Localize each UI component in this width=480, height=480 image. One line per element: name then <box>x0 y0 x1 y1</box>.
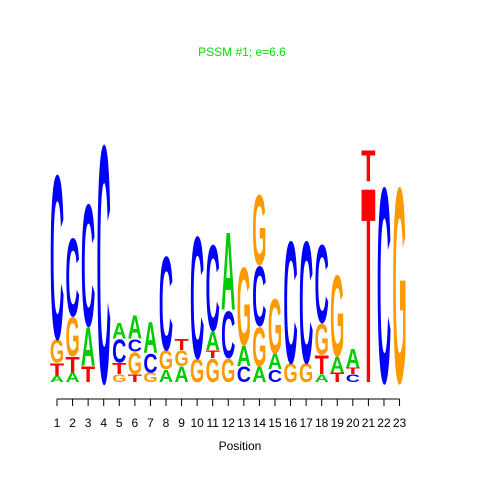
logo-letter-c: C <box>143 348 157 378</box>
logo-letter-c: C <box>206 219 220 357</box>
logo-letter-c: C <box>377 129 391 441</box>
logo-letter-a: A <box>174 363 188 387</box>
logo-letter-c: C <box>65 216 79 341</box>
logo-letter-t: T <box>81 361 95 386</box>
logo-letter-g: G <box>315 315 329 365</box>
x-tick-label: 5 <box>116 416 123 430</box>
chart-title: PSSM #1; e=6.6 <box>198 45 286 59</box>
logo-letter-t: T <box>206 347 220 360</box>
logo-letter-t: T <box>361 141 375 191</box>
x-tick-label: 18 <box>315 416 329 430</box>
logo-letter-a: A <box>143 314 157 363</box>
logo-letter-a: A <box>128 308 142 346</box>
logo-letter-c: C <box>159 229 173 379</box>
x-tick-label: 12 <box>222 416 236 430</box>
logo-letter-c: C <box>283 207 297 401</box>
x-tick-label: 4 <box>100 416 107 430</box>
x-tick-label: 13 <box>237 416 251 430</box>
x-tick-label: 1 <box>54 416 61 430</box>
x-axis-label: Position <box>219 439 262 453</box>
logo-letter-a: A <box>346 344 360 374</box>
logo-letter-t: T <box>315 350 330 380</box>
logo-letter-a: A <box>237 341 251 373</box>
logo-letter-g: G <box>252 315 266 378</box>
logo-letter-c: C <box>252 250 266 345</box>
logo-letter-t: T <box>174 336 188 353</box>
logo-letter-a: A <box>112 319 126 343</box>
logo-letter-a: A <box>81 315 95 378</box>
x-tick-label: 15 <box>268 416 282 430</box>
logo-letter-g: G <box>112 372 126 385</box>
logo-letter-a: A <box>65 370 79 385</box>
x-tick-label: 9 <box>178 416 185 430</box>
x-tick-label: 2 <box>69 416 76 430</box>
logo-letter-g: G <box>174 347 188 371</box>
x-tick-label: 6 <box>132 416 139 430</box>
logo-letter-c: C <box>128 335 143 355</box>
logo-letter-c: C <box>190 202 204 396</box>
logo-letter-t: T <box>112 361 126 378</box>
logo-letter-t: T <box>346 366 361 376</box>
x-tick-label: 3 <box>85 416 92 430</box>
logo-letter-g: G <box>221 352 235 389</box>
x-tick-label: 19 <box>331 416 345 430</box>
logo-letter-c: C <box>237 363 251 387</box>
logo-letter-g: G <box>392 129 406 441</box>
x-axis: 1 2 3 4 5 6 7 8 9 10 11 12 13 14 15 16 17 18 19 20 21 22 23 <box>54 398 407 430</box>
logo-letter-c: C <box>221 298 235 373</box>
logo-letter-c: C <box>97 76 111 456</box>
x-tick-label: 16 <box>284 416 298 430</box>
logo-letter-c: C <box>268 366 283 386</box>
logo-letter-g: G <box>330 251 344 381</box>
logo-letter-a: A <box>221 209 235 334</box>
logo-letter-t: T <box>50 360 65 380</box>
x-tick-label: 23 <box>393 416 407 430</box>
logo-letter-a: A <box>206 326 220 356</box>
x-tick-label: 17 <box>299 416 313 430</box>
logo-letter-c: C <box>315 222 329 347</box>
logo-letter-a: A <box>50 374 64 384</box>
logo-letter-g: G <box>128 347 142 381</box>
logo-letter-g: G <box>65 305 79 368</box>
logo-letter-t: T <box>128 372 142 385</box>
logo-letter-t: T <box>361 130 375 443</box>
logo-letter-c: C <box>50 127 64 389</box>
logo-letter-t: T <box>330 371 345 386</box>
logo-letter-g: G <box>252 175 266 286</box>
logo-letter-a: A <box>252 363 266 387</box>
logo-letter-g: G <box>268 284 282 371</box>
x-tick-label: 22 <box>377 416 391 430</box>
x-tick-label: 14 <box>253 416 267 430</box>
logo-letter-a: A <box>159 366 174 386</box>
x-tick-label: 11 <box>206 416 219 430</box>
x-tick-label: 20 <box>346 416 360 430</box>
logo-letter-c: C <box>112 332 126 370</box>
logo-letter-a: A <box>330 353 344 377</box>
logo-letter-c: C <box>346 373 361 385</box>
logo-letter-c: C <box>81 170 95 364</box>
logo-letter-g: G <box>206 352 220 389</box>
logo-letter-g: G <box>299 357 313 387</box>
logo-letter-g: G <box>283 357 297 387</box>
logo-letter-g: G <box>190 352 204 389</box>
logo-letter-g: G <box>50 333 64 370</box>
logo-letter-a: A <box>268 350 282 374</box>
logo-letter-c: C <box>299 207 313 401</box>
x-tick-label: 21 <box>362 416 376 430</box>
logo-letter-g: G <box>237 243 251 369</box>
logo-letter-g: G <box>159 345 173 375</box>
logo-letter-a: A <box>315 373 330 385</box>
x-tick-label: 10 <box>190 416 204 430</box>
logo-letter-t: T <box>65 352 79 377</box>
x-tick-label: 7 <box>147 416 154 430</box>
logo-letter-g: G <box>143 371 157 385</box>
x-tick-label: 8 <box>163 416 170 430</box>
